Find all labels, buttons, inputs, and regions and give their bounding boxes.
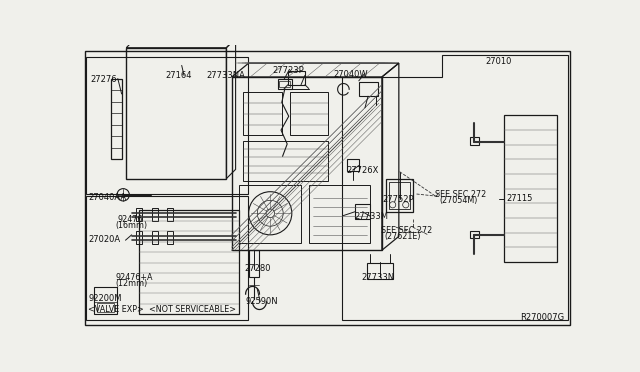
Text: (27054M): (27054M) — [440, 196, 477, 205]
Bar — [232, 77, 382, 250]
Text: (27621E): (27621E) — [384, 232, 420, 241]
Bar — [136, 231, 143, 244]
Text: 27733M: 27733M — [355, 212, 388, 221]
Text: 92476+A: 92476+A — [115, 273, 152, 282]
Text: <VALVE EXP>: <VALVE EXP> — [88, 305, 144, 314]
Text: R270007G: R270007G — [520, 313, 564, 322]
Bar — [367, 263, 394, 279]
Bar — [355, 204, 371, 219]
Text: 27115: 27115 — [506, 194, 532, 203]
Bar — [243, 141, 328, 181]
Bar — [126, 48, 227, 179]
Bar — [140, 210, 239, 314]
Bar — [167, 231, 173, 244]
Text: <NOT SERVICEABLE>: <NOT SERVICEABLE> — [148, 305, 236, 314]
Text: 27020A: 27020A — [88, 235, 120, 244]
Bar — [470, 231, 479, 238]
Text: 27723P: 27723P — [273, 67, 305, 76]
Bar — [289, 92, 328, 135]
Text: 27752P: 27752P — [382, 195, 414, 204]
Bar — [504, 115, 557, 262]
Text: 92200M: 92200M — [88, 295, 122, 304]
Bar — [308, 185, 371, 243]
Text: 27733N: 27733N — [362, 273, 395, 282]
Bar — [86, 57, 248, 194]
Text: 27010: 27010 — [486, 57, 512, 66]
Bar — [243, 92, 282, 135]
Bar — [97, 302, 114, 312]
Text: 27276: 27276 — [90, 74, 117, 83]
Text: 27040W: 27040W — [333, 70, 367, 79]
Bar — [348, 159, 359, 171]
Bar — [152, 231, 158, 244]
Text: SEE SEC.272: SEE SEC.272 — [381, 226, 433, 235]
Bar — [386, 179, 413, 212]
Text: SEE SEC.272: SEE SEC.272 — [435, 190, 486, 199]
Bar — [167, 208, 173, 221]
Bar — [470, 137, 479, 145]
Text: (12mm): (12mm) — [115, 279, 147, 288]
Bar — [136, 208, 143, 221]
Bar — [250, 250, 259, 277]
Text: 27040AA: 27040AA — [88, 193, 127, 202]
Text: 92476: 92476 — [117, 215, 143, 224]
Text: 27733NA: 27733NA — [206, 71, 245, 80]
Bar — [111, 78, 122, 158]
Bar — [94, 287, 117, 314]
Bar — [288, 71, 305, 85]
Bar — [152, 208, 158, 221]
Bar — [389, 183, 410, 209]
Text: 27726X: 27726X — [346, 166, 379, 174]
Bar — [278, 79, 292, 89]
Bar — [280, 81, 291, 87]
Text: 92590N: 92590N — [245, 297, 278, 307]
Bar — [359, 82, 378, 96]
Text: (16mm): (16mm) — [115, 221, 147, 231]
Text: 27280: 27280 — [244, 264, 271, 273]
Text: 27164: 27164 — [165, 71, 192, 80]
Bar — [86, 196, 248, 320]
Bar — [239, 185, 301, 243]
